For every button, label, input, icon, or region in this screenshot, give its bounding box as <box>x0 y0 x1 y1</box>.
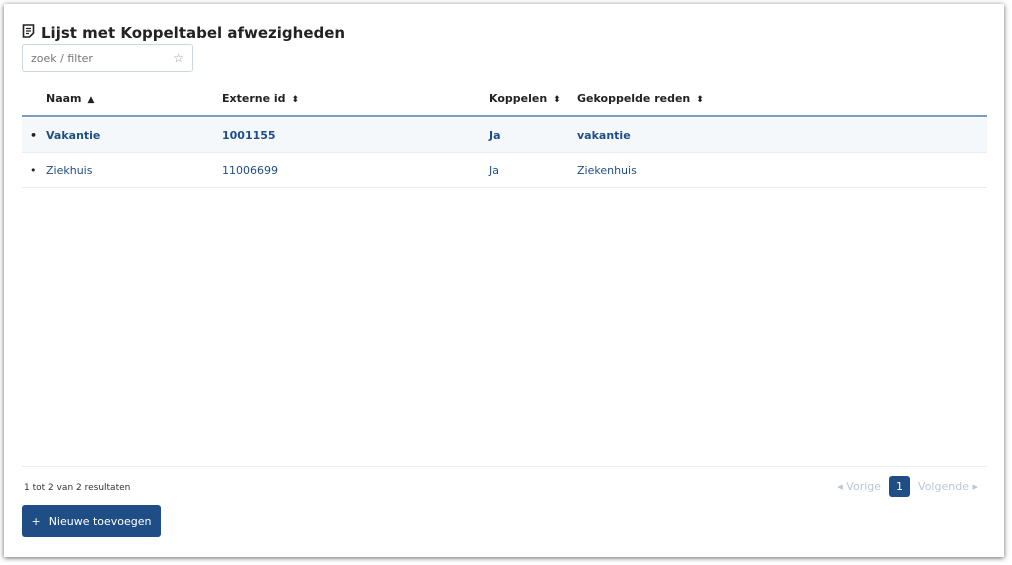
next-button[interactable]: Volgende ▸ <box>918 480 978 493</box>
page-title: Lijst met Koppeltabel afwezigheden <box>22 24 345 42</box>
result-count: 1 tot 2 van 2 resultaten <box>24 483 131 493</box>
cell-koppelen: Ja <box>489 164 499 177</box>
column-gekoppelde-reden[interactable]: Gekoppelde reden ⬍ <box>577 92 704 105</box>
table-row[interactable]: • Vakantie 1001155 Ja vakantie <box>22 118 987 153</box>
plus-icon: + <box>31 514 41 528</box>
sort-icon: ⬍ <box>553 95 561 105</box>
cell-naam[interactable]: Vakantie <box>46 129 101 142</box>
sort-icon: ⬍ <box>291 95 300 105</box>
column-naam[interactable]: Naam ▲ <box>46 92 95 105</box>
add-new-button[interactable]: + Nieuwe toevoegen <box>22 505 161 537</box>
cell-reden: vakantie <box>577 129 631 142</box>
search-input[interactable] <box>31 51 161 65</box>
page-1-button[interactable]: 1 <box>889 476 911 497</box>
cell-externe-id: 1001155 <box>222 129 276 142</box>
window: Lijst met Koppeltabel afwezigheden ☆ Naa… <box>4 4 1004 557</box>
cell-externe-id: 11006699 <box>222 164 278 177</box>
caret-right-icon: ▸ <box>972 480 978 493</box>
column-externe-id[interactable]: Externe id ⬍ <box>222 92 300 105</box>
cell-naam[interactable]: Ziekhuis <box>46 164 93 177</box>
sort-asc-icon: ▲ <box>87 95 95 105</box>
search-field[interactable]: ☆ <box>22 44 193 72</box>
pagination: ◂ Vorige 1 Volgende ▸ <box>837 476 978 497</box>
caret-left-icon: ◂ <box>837 480 843 493</box>
sort-icon: ⬍ <box>696 95 704 105</box>
table-row[interactable]: • Ziekhuis 11006699 Ja Ziekenhuis <box>22 153 987 188</box>
table-header: Naam ▲ Externe id ⬍ Koppelen ⬍ Gekoppelde r… <box>22 84 987 117</box>
column-koppelen[interactable]: Koppelen ⬍ <box>489 92 561 105</box>
divider <box>22 466 987 467</box>
document-icon <box>22 24 35 42</box>
cell-koppelen: Ja <box>489 129 501 142</box>
cell-reden: Ziekenhuis <box>577 164 637 177</box>
star-icon[interactable]: ☆ <box>173 51 184 65</box>
prev-button[interactable]: ◂ Vorige <box>837 480 882 493</box>
